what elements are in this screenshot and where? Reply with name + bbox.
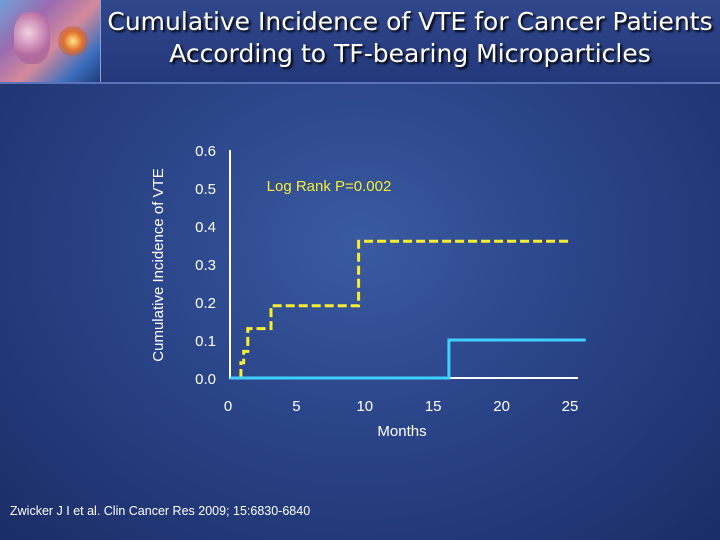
slide-title-line1: Cumulative Incidence of VTE for Cancer P… — [107, 7, 713, 36]
y-axis-label: Cumulative Incidence of VTE — [150, 168, 167, 361]
citation: Zwicker J I et al. Clin Cancer Res 2009;… — [10, 504, 311, 518]
series-line-dashed — [239, 239, 572, 378]
x-tick-label: 0 — [224, 398, 232, 415]
y-tick-label: 0.5 — [195, 181, 216, 198]
x-tick-label: 10 — [356, 398, 373, 415]
slide-title-line2: According to TF-bearing Microparticles — [169, 39, 651, 68]
slide-title: Cumulative Incidence of VTE for Cancer P… — [100, 6, 720, 70]
x-axis-label: Months — [377, 423, 426, 440]
y-tick-label: 0.1 — [195, 333, 216, 350]
y-tick-label: 0.6 — [195, 143, 216, 160]
x-tick-label: 20 — [493, 398, 510, 415]
cell-illustration — [14, 12, 50, 64]
y-tick-label: 0.3 — [195, 257, 216, 274]
microparticle-illustration — [58, 26, 88, 56]
header-thumbnail-image — [0, 0, 101, 82]
y-tick-label: 0.4 — [195, 219, 216, 236]
series-line-solid — [230, 338, 586, 380]
y-tick-label: 0.2 — [195, 295, 216, 312]
x-tick-label: 5 — [292, 398, 300, 415]
y-tick-label: 0.0 — [195, 371, 216, 388]
title-bar: Cumulative Incidence of VTE for Cancer P… — [0, 0, 720, 84]
log-rank-annotation: Log Rank P=0.002 — [267, 178, 392, 195]
x-tick-label: 25 — [562, 398, 579, 415]
x-tick-label: 15 — [425, 398, 442, 415]
